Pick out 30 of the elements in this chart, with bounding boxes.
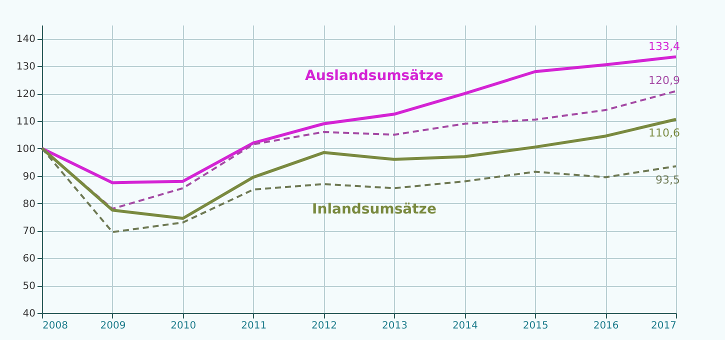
data-label: 120,9: [648, 74, 680, 88]
y-tick-label: 90: [22, 171, 36, 182]
y-tick-label: 50: [22, 281, 36, 292]
y-tick-label: 120: [16, 89, 36, 100]
x-tick-label: 2008: [42, 320, 68, 332]
y-tick-label: 100: [16, 144, 36, 155]
y-tick-label: 40: [22, 308, 36, 320]
y-tick-label: 130: [16, 62, 36, 73]
y-tick-label: 140: [16, 34, 36, 46]
x-tick-label: 2017: [651, 320, 676, 332]
x-tick-label: 2011: [241, 320, 267, 332]
line-series: [41, 147, 677, 234]
x-tick-label: 2013: [382, 320, 408, 332]
x-tick-label: 2012: [312, 320, 338, 332]
y-tick-label: 70: [22, 226, 36, 238]
y-tick-label: 110: [16, 116, 36, 128]
x-tick-label: 2009: [100, 320, 126, 332]
x-tick-label: 2016: [593, 320, 619, 332]
y-tick-label: 80: [22, 198, 36, 210]
line-series: [40, 118, 678, 220]
data-label: 110,6: [648, 126, 680, 140]
line-series: [40, 55, 678, 184]
data-label: 133,4: [648, 40, 680, 53]
y-tick-label: 60: [22, 254, 36, 265]
x-tick-label: 2014: [452, 320, 478, 332]
text: Inlandsumsätze: [312, 201, 436, 218]
series-label: Auslandsumsätze: [305, 68, 444, 84]
x-tick-label: 2015: [522, 320, 548, 332]
data-label: 93,5: [656, 173, 680, 186]
x-tick-label: 2010: [170, 320, 196, 332]
